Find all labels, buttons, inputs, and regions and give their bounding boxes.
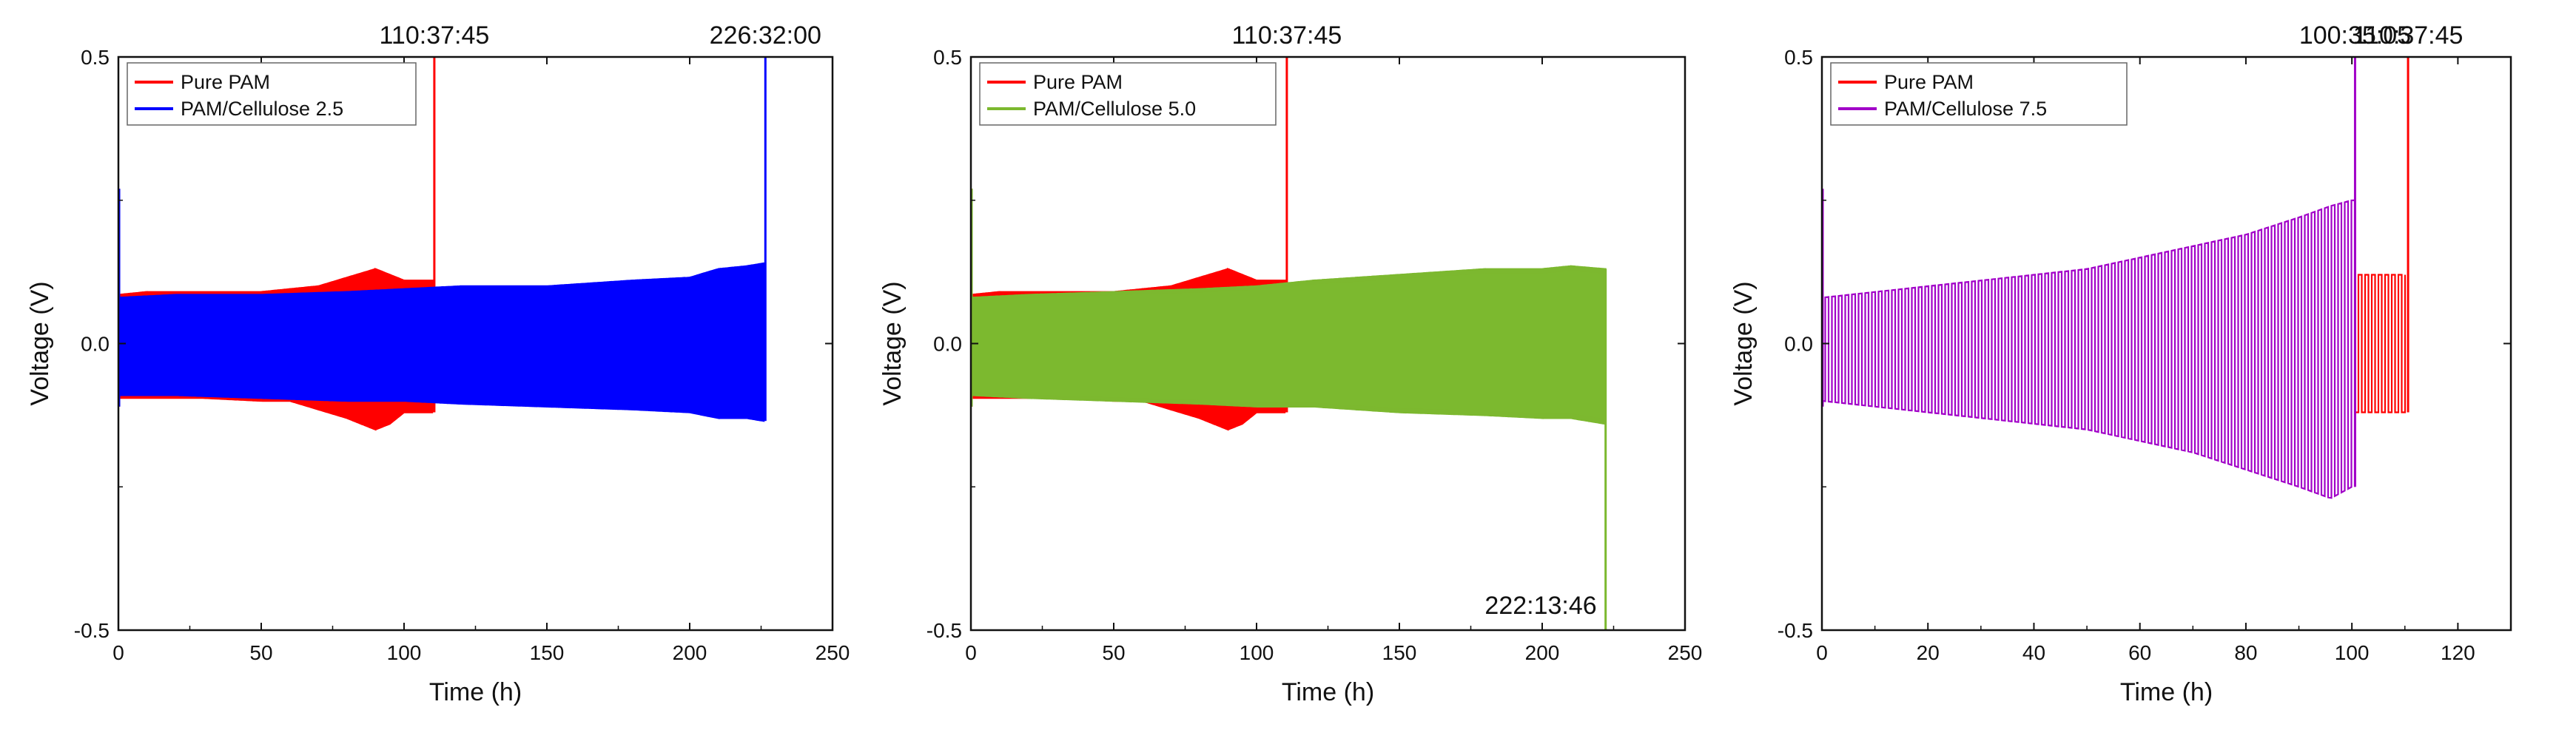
y-tick-label: -0.5 <box>927 619 962 642</box>
annotation-label: 226:32:00 <box>710 21 821 50</box>
legend-box <box>1830 62 2128 126</box>
series-trace <box>971 265 1607 425</box>
x-tick-label: 150 <box>530 641 565 664</box>
series-pam-cellulose-5-0 <box>971 189 1607 630</box>
y-axis-label: Voltage (V) <box>1729 281 1758 405</box>
series-band <box>118 268 766 416</box>
annotation-label: 110:37:45 <box>1232 21 1342 50</box>
x-tick-label: 20 <box>1917 641 1940 664</box>
y-tick-label: -0.5 <box>1778 619 1813 642</box>
y-axis-label: Voltage (V) <box>26 281 54 405</box>
legend: Pure PAM PAM/Cellulose 7.5 <box>1830 62 2128 126</box>
x-tick-label: 0 <box>112 641 124 664</box>
legend-label: PAM/Cellulose 7.5 <box>1884 98 2047 120</box>
legend: Pure PAM PAM/Cellulose 5.0 <box>979 62 1277 126</box>
series-band <box>971 271 1606 419</box>
legend: Pure PAM PAM/Cellulose 2.5 <box>127 62 417 126</box>
y-tick-label: 0.0 <box>81 333 110 356</box>
x-tick-label: 100 <box>387 641 422 664</box>
y-tick-label: 0.0 <box>933 333 962 356</box>
y-tick-label: 0.5 <box>1784 46 1813 69</box>
x-tick-label: 50 <box>1102 641 1125 664</box>
legend-label: Pure PAM <box>181 71 270 93</box>
series-trace <box>2354 274 2407 413</box>
x-tick-label: 120 <box>2441 641 2475 664</box>
x-tick-label: 150 <box>1382 641 1417 664</box>
x-tick-label: 100 <box>2335 641 2370 664</box>
x-tick-label: 80 <box>2234 641 2257 664</box>
x-axis-label: Time (h) <box>2120 678 2213 706</box>
x-tick-label: 200 <box>673 641 707 664</box>
y-tick-label: 0.5 <box>933 46 962 69</box>
legend-label: PAM/Cellulose 5.0 <box>1033 98 1196 120</box>
annotation-label: 110:37:45 <box>380 21 490 50</box>
series-pure-pam <box>2354 57 2409 413</box>
x-axis-label: Time (h) <box>1282 678 1374 706</box>
legend-label: Pure PAM <box>1033 71 1123 93</box>
x-tick-label: 50 <box>249 641 272 664</box>
y-tick-label: -0.5 <box>74 619 110 642</box>
annotation-label: 222:13:46 <box>1484 592 1596 620</box>
x-tick-label: 100 <box>1240 641 1274 664</box>
x-tick-label: 60 <box>2128 641 2151 664</box>
x-tick-label: 0 <box>965 641 977 664</box>
plot-area <box>971 57 1607 630</box>
legend-label: Pure PAM <box>1884 71 1974 93</box>
x-tick-label: 0 <box>1816 641 1828 664</box>
chart-panel-2: 0 50 100 150 200 250 -0.5 0.0 0.5 Time (h) Voltage… <box>878 21 1702 706</box>
x-tick-label: 200 <box>1525 641 1560 664</box>
annotation-label: 110:37:45 <box>2353 21 2464 50</box>
chart-panel-3: 0 20 40 60 80 100 120 -0.5 0.0 0.5 Time (h) Voltage… <box>1729 21 2512 706</box>
x-tick-label: 250 <box>1668 641 1703 664</box>
y-tick-label: 0.5 <box>81 46 110 69</box>
legend-box <box>127 62 417 126</box>
y-axis-label: Voltage (V) <box>878 281 907 405</box>
legend-label: PAM/Cellulose 2.5 <box>181 98 343 120</box>
plot-area <box>118 57 767 431</box>
y-tick-label: 0.0 <box>1784 333 1813 356</box>
annotation-label: 100:35:05 <box>2299 21 2411 50</box>
series-pam-cellulose-2-5 <box>118 57 767 422</box>
legend-box <box>979 62 1277 126</box>
series-trace <box>118 268 434 431</box>
x-tick-label: 40 <box>2022 641 2045 664</box>
x-tick-label: 250 <box>815 641 850 664</box>
x-axis-label: Time (h) <box>429 678 522 706</box>
series-trace <box>1822 199 2356 499</box>
chart-panel-1: 0 50 100 150 200 250 -0.5 0.0 0.5 Time (h) Voltage… <box>26 21 850 706</box>
